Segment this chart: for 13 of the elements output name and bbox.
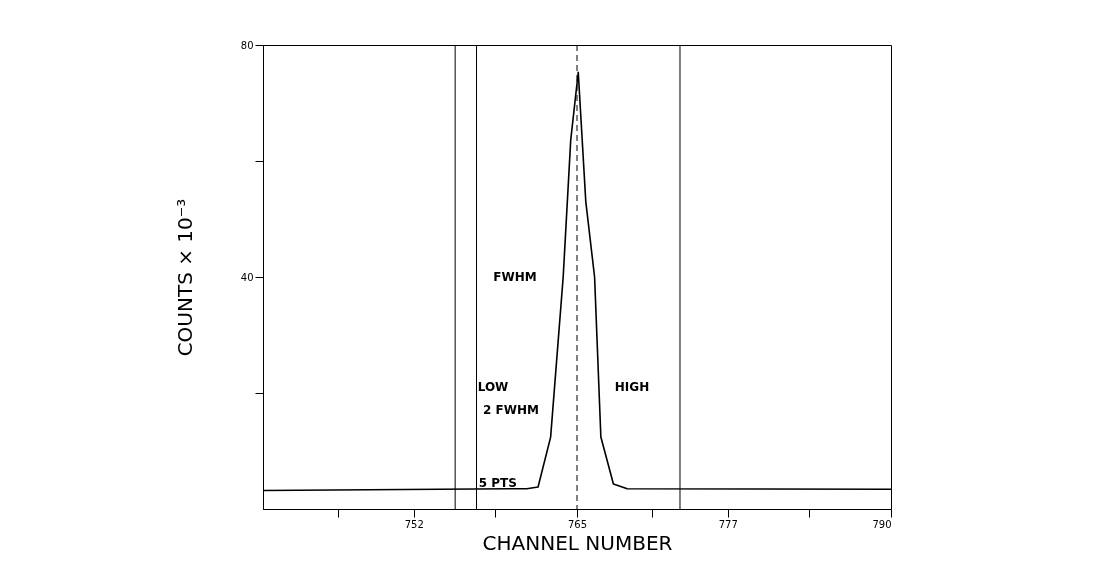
annotation: LOW bbox=[477, 380, 509, 394]
y-tick-label: 40 bbox=[240, 271, 254, 283]
y-tick-label: 80 bbox=[240, 39, 254, 51]
x-tick-label: 777 bbox=[718, 518, 738, 530]
annotation: FWHM bbox=[493, 270, 537, 284]
y-axis-title: COUNTS × 10⁻³ bbox=[172, 198, 197, 357]
x-tick-label: 790 bbox=[872, 518, 892, 530]
annotation: 5 PTS bbox=[478, 475, 517, 490]
x-tick-label: 765 bbox=[567, 518, 588, 530]
annotation: HIGH bbox=[614, 380, 650, 394]
annotation: 2 FWHM bbox=[483, 403, 539, 417]
x-tick-label: 752 bbox=[404, 518, 424, 530]
x-axis-title: CHANNEL NUMBER bbox=[482, 530, 673, 555]
